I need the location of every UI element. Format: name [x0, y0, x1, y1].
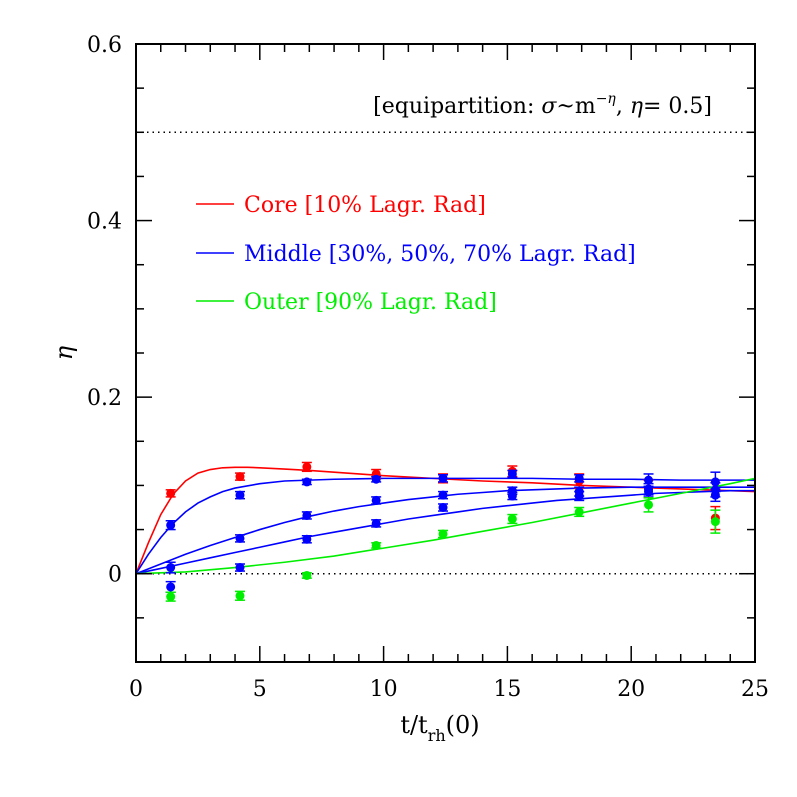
series-3-point-group [574, 490, 585, 502]
equipartition-annotation: [equipartition: σ~m−η, η= 0.5] [373, 91, 712, 119]
series-3-data-point [302, 534, 312, 544]
series-1-point-group [507, 469, 518, 479]
series-4-data-point [710, 517, 720, 527]
axis-ticks [135, 43, 756, 663]
series-0-point-group [165, 488, 176, 498]
series-3-point-group [371, 518, 382, 528]
series-0-data-point [166, 488, 176, 498]
series-3-data-point [574, 491, 584, 501]
series-1-data-point [371, 474, 381, 484]
series-2-data-point [235, 533, 245, 543]
series-4-data-point [371, 540, 381, 550]
series-3-point-group [165, 580, 176, 594]
series-1-point-group [165, 519, 176, 531]
series-0-curve [135, 466, 756, 575]
series-1-data-point [710, 477, 720, 487]
x-tick-label: 15 [493, 677, 521, 702]
series-3-point-group [643, 486, 654, 497]
series-4-data-point [302, 570, 312, 580]
x-tick-label: 20 [617, 677, 645, 702]
series-2-data-point [438, 490, 448, 500]
series-3-data-point [166, 582, 176, 592]
legend-core-label: Core [10% Lagr. Rad] [244, 193, 486, 218]
series-2-point-group [301, 510, 312, 520]
series-1-data-point [235, 490, 245, 500]
series-1-data-point [507, 469, 517, 479]
series-0-data-point [235, 472, 245, 482]
series-3-data-point [371, 518, 381, 528]
series-1-point-group [371, 474, 382, 484]
series-4-point-group [234, 590, 245, 601]
legend-outer-label: Outer [90% Lagr. Rad] [244, 290, 497, 315]
plot-frame [135, 43, 756, 663]
series-2-point-group [234, 533, 245, 543]
series-4-point-group [438, 529, 449, 539]
x-tick-label: 0 [129, 677, 143, 702]
y-tick-label: 0.4 [87, 210, 122, 235]
x-tick-label: 10 [370, 677, 398, 702]
series-1-point-group [438, 473, 449, 483]
y-tick-label: 0.2 [87, 386, 122, 411]
series-3-data-point [235, 563, 245, 573]
legend: Core [10% Lagr. Rad] Middle [30%, 50%, 7… [196, 193, 636, 315]
series-3-point-group [710, 488, 721, 503]
y-tick-label: 0 [108, 563, 122, 588]
series-3-point-group [438, 503, 449, 512]
series-2-curve [135, 486, 755, 575]
reference-lines [136, 131, 755, 575]
series-2-point-group [371, 495, 382, 505]
series-4-data-point [574, 507, 584, 517]
series-4-point-group [574, 506, 585, 518]
series-1-data-point [166, 520, 176, 530]
series-1-data-point [438, 473, 448, 483]
series-4-point-group [507, 513, 518, 525]
series-1-data-point [574, 473, 584, 483]
series-3-data-point [644, 487, 654, 497]
series-2-data-point [371, 495, 381, 505]
series-2-point-group [165, 561, 176, 574]
series-0-point-group [234, 472, 245, 482]
series-3-point-group [301, 534, 312, 544]
x-tick-label: 5 [253, 677, 267, 702]
series-1-point-group [574, 473, 585, 483]
series-4-point-group [301, 570, 312, 580]
x-axis-label: t/trh(0) [400, 711, 479, 745]
series-1-point-group [234, 490, 245, 500]
series-4-data-point [507, 514, 517, 524]
series-3-data-point [438, 503, 448, 512]
series-2-data-point [302, 510, 312, 520]
series-4-point-group [643, 497, 654, 513]
series-3-data-point [507, 491, 517, 501]
series-4-point-group [165, 591, 176, 602]
x-tick-label: 25 [741, 677, 769, 702]
series-4-data-point [235, 591, 245, 601]
series-0-data-point [302, 462, 312, 472]
series-4-data-point [644, 500, 654, 510]
series-2-point-group [438, 490, 449, 500]
tick-labels: 0 5 10 15 20 25 0 0.2 0.4 0.6 [87, 33, 769, 702]
series-4-point-group [710, 509, 721, 534]
series-2-data-point [166, 563, 176, 573]
series-3-point-group [234, 563, 245, 573]
series-4-data-point [438, 529, 448, 539]
series-4-data-point [166, 592, 176, 602]
y-axis-label: η [50, 345, 78, 360]
series-3-point-group [507, 491, 518, 501]
series-4-point-group [371, 540, 382, 550]
series-3-data-point [710, 490, 720, 500]
y-tick-label: 0.6 [87, 33, 122, 58]
series-1-data-point [644, 475, 654, 485]
series-0-point-group [301, 461, 312, 473]
legend-middle-label: Middle [30%, 50%, 70% Lagr. Rad] [244, 242, 636, 267]
series-1-data-point [302, 477, 312, 487]
series-1-point-group [301, 477, 312, 487]
series-points [165, 461, 721, 602]
